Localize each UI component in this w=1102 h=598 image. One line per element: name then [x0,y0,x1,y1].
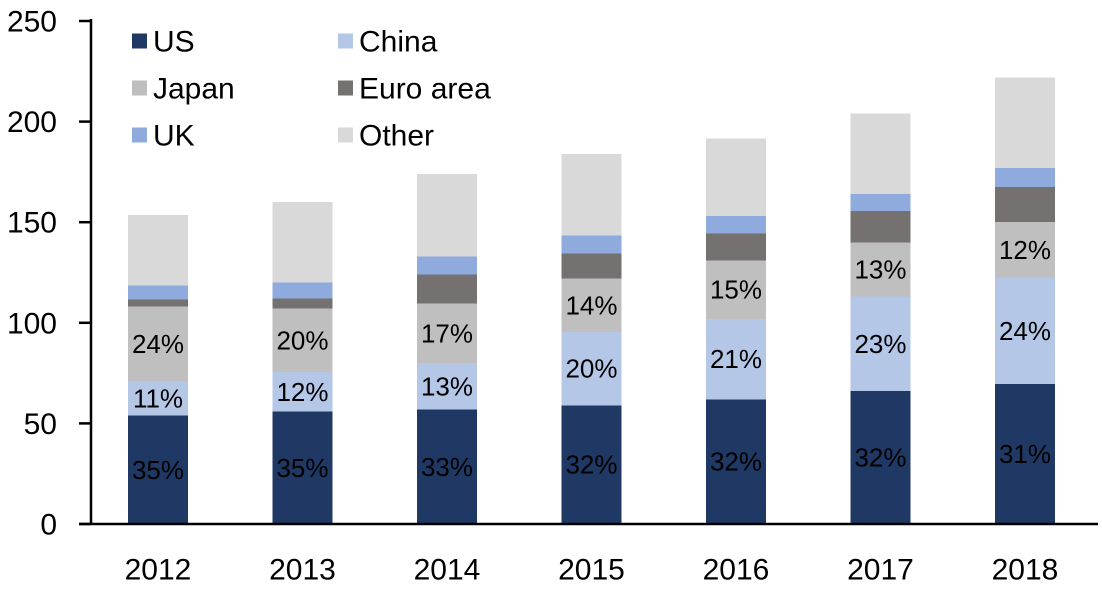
legend-label-china: China [359,26,438,59]
bar-segment-uk-2017 [850,194,911,212]
x-tick-label-2014: 2014 [414,554,481,587]
y-tick-label-50: 50 [24,408,57,441]
bar-segment-japan-2013 [272,308,333,373]
bar-segment-uk-2018 [995,167,1055,187]
bar-segment-japan-2012 [128,306,188,382]
bar-label-japan-2018: 12% [999,235,1051,265]
bar-label-china-2016: 21% [710,344,762,374]
legend-item-other: Other [338,120,434,153]
bar-label-china-2012: 11% [133,383,183,413]
bar-segment-uk-2012 [128,285,188,300]
legend-swatch-uk [132,127,147,143]
bar-segment-other-2014 [417,173,477,257]
legend-item-us: US [132,26,195,59]
x-tick-label-2018: 2018 [992,554,1059,587]
bar-label-us-2013: 35% [276,453,328,483]
y-tick-label-200: 200 [7,106,57,139]
legend-swatch-euro-area [338,80,353,96]
bar-segment-us-2014 [417,409,477,524]
bar-segment-japan-2018 [995,222,1055,278]
bar-segment-china-2015 [561,331,622,406]
x-tick-label-2015: 2015 [558,554,625,587]
legend-swatch-other [338,127,353,143]
bar-segment-euro-area-2016 [706,233,766,261]
bar-segment-china-2014 [417,363,477,410]
bar-label-japan-2017: 13% [854,255,906,285]
bar-label-us-2017: 32% [854,443,906,473]
legend-item-japan: Japan [132,73,235,106]
bar-label-japan-2014: 17% [421,318,473,348]
bar-label-japan-2013: 20% [276,326,328,356]
bar-segment-us-2016 [706,399,766,524]
bar-segment-us-2017 [850,391,911,524]
legend-swatch-japan [132,80,147,96]
bar-segment-euro-area-2012 [128,299,188,307]
bar-label-us-2015: 32% [565,450,617,480]
bar-segment-other-2018 [995,77,1055,168]
bar-label-china-2013: 12% [276,377,328,407]
legend-label-japan: Japan [153,73,235,106]
bar-segment-uk-2014 [417,256,477,275]
legend-label-other: Other [359,120,434,153]
bar-segment-us-2018 [995,384,1055,524]
legend-label-us: US [153,26,195,59]
bar-segment-other-2012 [128,215,188,286]
y-tick-label-0: 0 [40,509,57,542]
legend: US China Japan Euro area UK Other [132,26,491,153]
x-tick-label-2012: 2012 [125,554,192,587]
bar-label-china-2014: 13% [421,371,473,401]
bar-label-us-2012: 35% [132,455,184,485]
bar-segment-japan-2015 [561,278,622,332]
bar-segment-china-2017 [850,296,911,392]
x-tick-label-2016: 2016 [703,554,770,587]
bar-segment-china-2012 [128,381,188,416]
bar-label-japan-2016: 15% [710,275,762,305]
bar-segment-china-2016 [706,318,766,400]
bar-segment-us-2013 [272,411,333,524]
legend-item-china: China [338,26,438,59]
bar-segment-china-2013 [272,372,333,412]
bar-segment-other-2016 [706,138,766,217]
y-tick-label-150: 150 [7,207,57,240]
bar-segment-euro-area-2013 [272,298,333,309]
bar-segment-uk-2016 [706,216,766,234]
bar-segment-uk-2015 [561,235,622,254]
legend-swatch-china [338,33,353,49]
x-tick-label-2017: 2017 [847,554,914,587]
bar-label-us-2018: 31% [999,439,1051,469]
bar-segment-other-2013 [272,202,333,283]
bar-segment-us-2012 [128,415,188,524]
x-tick-label-2013: 2013 [269,554,336,587]
legend-label-euro-area: Euro area [359,73,491,106]
bar-label-japan-2012: 24% [132,329,184,359]
bar-segment-japan-2014 [417,303,477,364]
bar-segment-other-2015 [561,153,622,236]
bar-label-japan-2015: 14% [565,290,617,320]
bar-segment-uk-2013 [272,282,333,299]
bar-segment-other-2017 [850,113,911,195]
bar-label-us-2014: 33% [421,452,473,482]
legend-swatch-us [132,33,147,49]
bar-segment-euro-area-2015 [561,253,622,279]
legend-item-uk: UK [132,120,195,153]
legend-label-uk: UK [153,120,195,153]
bar-segment-euro-area-2014 [417,274,477,304]
y-tick-label-250: 250 [7,6,57,39]
bar-segment-euro-area-2017 [850,211,911,243]
bar-label-us-2016: 32% [710,447,762,477]
legend-item-euro-area: Euro area [338,73,491,106]
bar-segment-japan-2016 [706,260,766,319]
bar-label-china-2017: 23% [854,329,906,359]
bar-label-china-2015: 20% [565,354,617,384]
bar-segment-japan-2017 [850,242,911,297]
bar-segment-us-2015 [561,405,622,524]
y-tick-label-100: 100 [7,307,57,340]
bar-segment-china-2018 [995,277,1055,385]
bar-label-china-2018: 24% [999,316,1051,346]
bar-segment-euro-area-2018 [995,186,1055,223]
